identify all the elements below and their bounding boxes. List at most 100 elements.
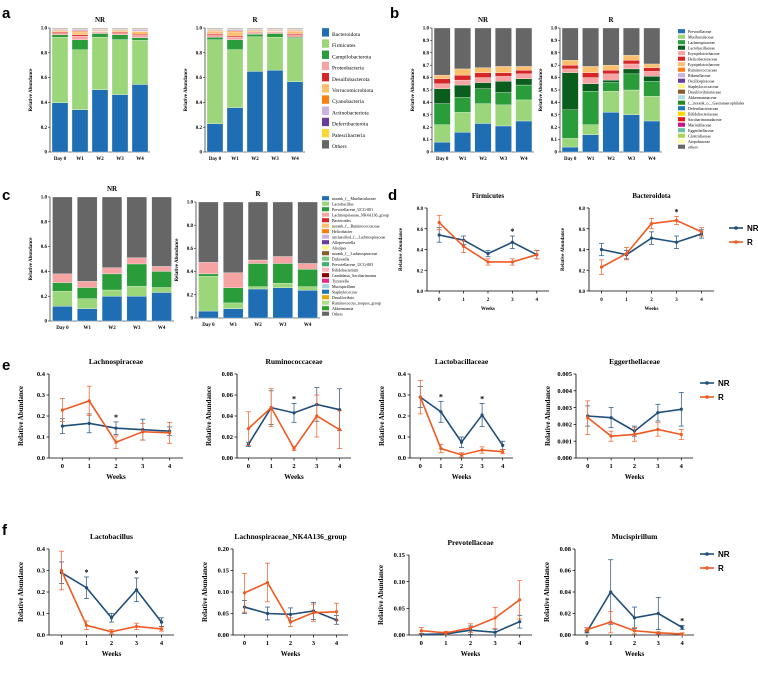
y-axis-title: Relative Abundance: [17, 562, 25, 622]
data-point: [459, 453, 464, 457]
bar-segment: [474, 72, 492, 78]
series-R: [585, 400, 684, 442]
bar-segment: [582, 72, 599, 78]
legend-swatch: [322, 196, 329, 201]
y-tick-label: 0.8: [41, 51, 48, 56]
panel-letter-c: c: [2, 187, 10, 204]
bar-segment: [454, 97, 471, 113]
data-point: [134, 588, 139, 592]
bar-segment: [51, 30, 69, 33]
data-point: [480, 413, 484, 417]
legend-swatch: [322, 128, 329, 138]
bar-segment: [198, 310, 219, 319]
bar-segment: [266, 32, 284, 34]
bar-segment: [643, 71, 661, 77]
data-point: [501, 443, 505, 447]
x-tick-label: W4: [291, 157, 299, 162]
bar-segment: [515, 73, 533, 79]
legend-label: R: [718, 393, 724, 402]
significance-star: *: [439, 392, 443, 401]
y-tick-label: 0.1: [37, 611, 45, 618]
y-tick-label: 0.4: [41, 270, 48, 275]
legend-swatch: [322, 72, 329, 82]
legend-panel-c: norank_f__MuribaculaceaeLactobacillusPre…: [322, 196, 389, 317]
bar-segment: [623, 68, 640, 75]
y-tick-label: 0.4: [37, 546, 46, 553]
y-tick-label: 0.2: [398, 413, 406, 420]
data-point: [269, 406, 273, 410]
data-point: [468, 626, 473, 630]
legend-swatch: [322, 245, 329, 250]
bar-segment: [561, 65, 579, 70]
y-tick-label: 0.04: [560, 589, 572, 596]
line-chart-d-bacteroidota: Bacteroidota 0.0 0.2 0.4 0.6 0.8 0 1 2 3 4 Weeks Rel…: [561, 192, 714, 312]
y-tick-label: 0.5: [423, 89, 430, 94]
bar-segment: [515, 70, 533, 75]
bar-segment: [643, 27, 661, 65]
bar-segment: [51, 33, 69, 35]
legend-swatch: [322, 306, 329, 311]
y-tick-label: 0.4: [579, 249, 586, 254]
bar-segment: [582, 134, 599, 153]
legend-swatch: [322, 284, 329, 289]
bar-segment: [101, 196, 123, 268]
x-tick-label: W4: [136, 157, 144, 162]
legend-swatch: [322, 295, 329, 300]
x-axis-title: Weeks: [625, 650, 645, 658]
legend-label: others: [688, 145, 698, 150]
legend-swatch: [678, 95, 685, 100]
data-point: [480, 448, 484, 452]
data-point: [168, 431, 172, 435]
y-tick-label: 0: [45, 151, 48, 156]
bar-segment: [515, 78, 533, 86]
data-point: [338, 428, 342, 432]
y-tick-label: 0.1: [423, 138, 430, 143]
legend-label: Akkermansiaceae: [688, 95, 717, 100]
legend-swatch: [322, 262, 329, 267]
y-tick-label: 0.4: [551, 101, 558, 106]
bar-segment: [433, 83, 451, 89]
y-axis-title: Relative Abundance: [539, 68, 544, 112]
bar-segment: [206, 30, 224, 34]
x-tick-label: W3: [133, 326, 141, 331]
y-tick-label: 0.06: [222, 392, 234, 399]
bar-segment: [111, 39, 129, 95]
x-tick-label: 3: [493, 640, 497, 647]
data-point: [510, 240, 514, 244]
bar-segment: [51, 102, 69, 153]
legend-label: Prevotellaceae_UCG-001: [332, 207, 373, 212]
data-point: [87, 421, 91, 425]
y-tick-label: 1.0: [423, 27, 430, 32]
legend-label: Mucispirillum: [332, 284, 356, 289]
chart-title: Eggerthellaceae: [609, 357, 660, 366]
bar-segment: [126, 286, 147, 297]
bar-segment: [131, 33, 149, 36]
legend-swatch: [678, 40, 685, 45]
bar-segment: [91, 37, 109, 90]
data-point: [510, 260, 514, 264]
legend-marker: [705, 566, 709, 570]
legend-swatch: [322, 267, 329, 272]
x-tick-label: 0: [600, 298, 603, 303]
x-tick-label: 3: [480, 463, 484, 470]
bar-segment: [111, 33, 129, 35]
x-tick-label: W1: [459, 157, 467, 162]
y-axis-title: Relative Abundance: [29, 68, 34, 112]
data-point: [649, 236, 654, 240]
y-tick-label: 0.7: [423, 64, 430, 69]
bar-segment: [561, 109, 579, 139]
legend-swatch: [678, 62, 685, 67]
bar-segment: [198, 273, 219, 277]
y-tick-label: 0.5: [551, 89, 558, 94]
bar-segment: [266, 69, 284, 153]
x-tick-label: 2: [650, 298, 653, 303]
bar-segment: [246, 71, 264, 153]
bar-segment: [126, 296, 147, 322]
legend-label: Tyzzerella: [332, 279, 349, 284]
bar-segment: [223, 287, 244, 304]
legend-label: Helicobacter: [332, 229, 353, 234]
bar-segment: [206, 27, 224, 29]
x-tick-label: 2: [292, 463, 295, 470]
x-tick-label: W1: [76, 157, 84, 162]
y-tick-label: 0.15: [218, 568, 230, 575]
